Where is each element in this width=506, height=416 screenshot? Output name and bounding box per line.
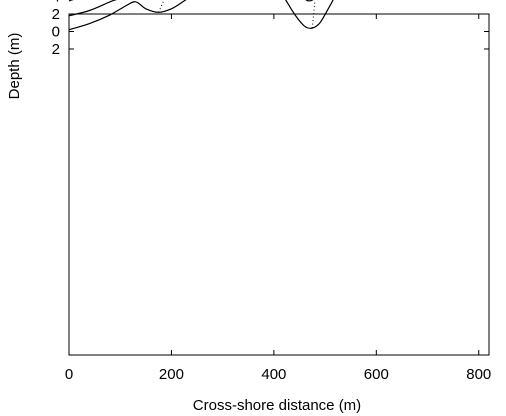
axes: 0200400600800202468 bbox=[52, 0, 492, 383]
y-tick-label: 4 bbox=[52, 0, 60, 6]
x-tick-label: 200 bbox=[159, 366, 184, 383]
x-tick-label: 600 bbox=[364, 366, 389, 383]
x-tick-label: 400 bbox=[261, 366, 286, 383]
y-tick-label: 0 bbox=[52, 23, 60, 40]
profile-line bbox=[68, 0, 314, 17]
profiles bbox=[68, 0, 334, 31]
profile-line bbox=[68, 0, 74, 2]
y-tick-label: 2 bbox=[52, 41, 60, 58]
x-axis-title: Cross-shore distance (m) bbox=[193, 397, 361, 414]
x-tick-label: 800 bbox=[466, 366, 491, 383]
plot-frame bbox=[68, 13, 490, 356]
crest-trajectory bbox=[158, 0, 165, 13]
x-tick-label: 0 bbox=[65, 366, 73, 383]
y-axis-title: Depth (m) bbox=[6, 33, 23, 100]
profile-line bbox=[68, 0, 334, 31]
y-tick-label: 2 bbox=[52, 6, 60, 23]
